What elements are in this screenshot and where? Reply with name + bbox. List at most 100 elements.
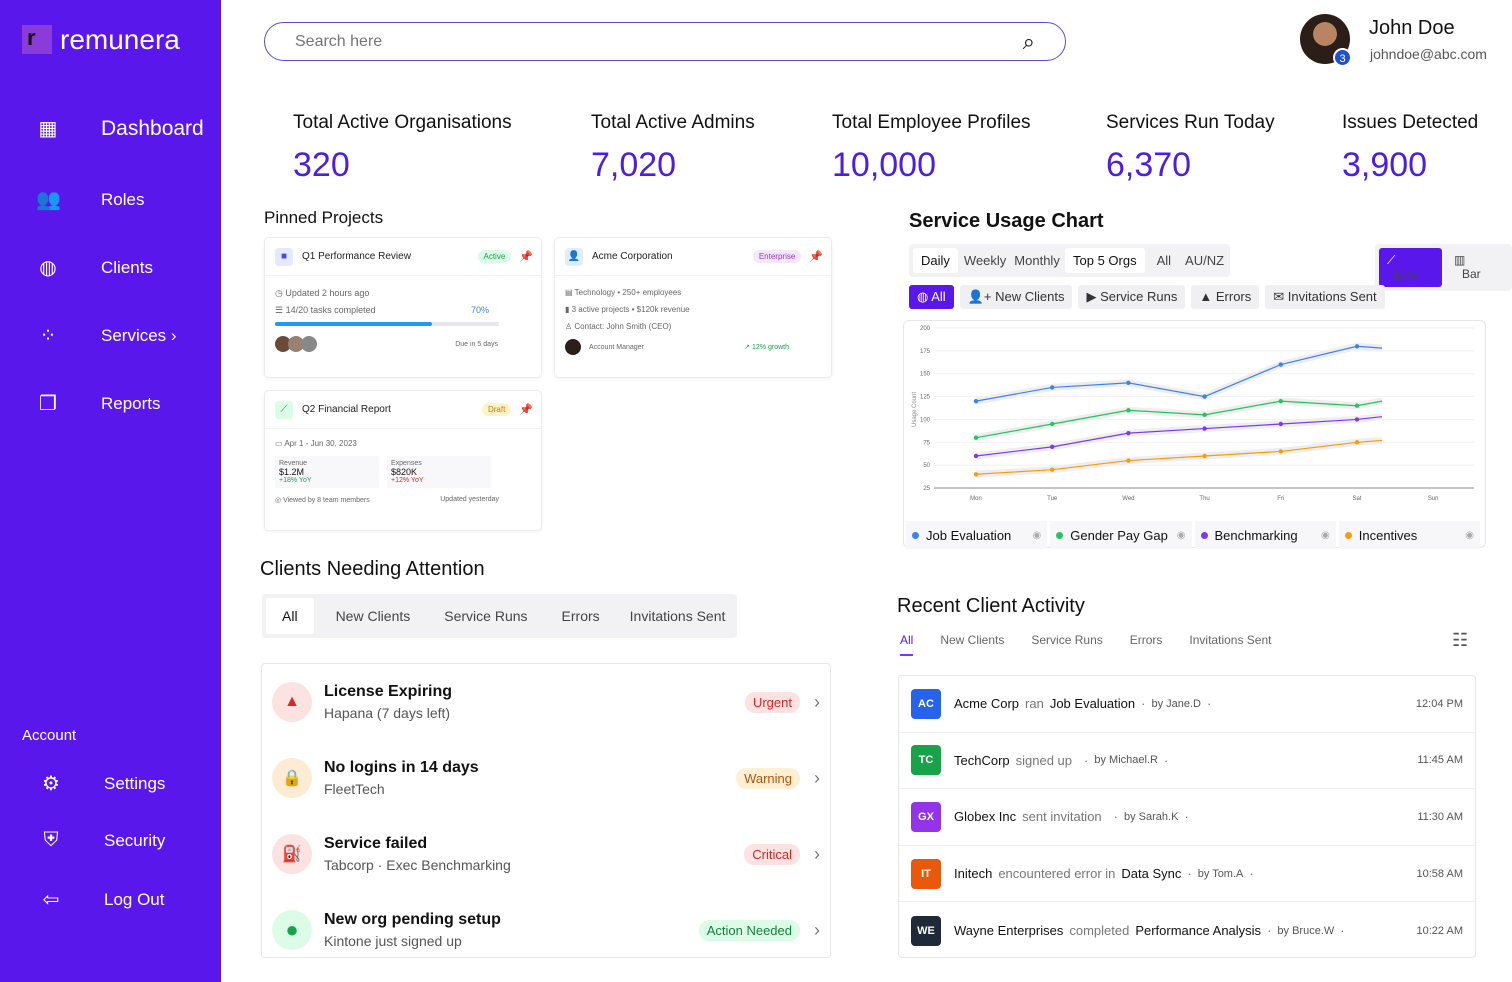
activity-row[interactable]: WE Wayne Enterprises completed Performance… [899, 902, 1475, 959]
legend-item[interactable]: Job Evaluation ◉ [906, 521, 1048, 549]
project-card-q2[interactable]: ⟋ Q2 Financial Report Draft 📌 ▭ Apr 1 - Jun… [264, 390, 542, 531]
item-title: No logins in 14 days [324, 759, 479, 776]
chevron-right-icon[interactable]: › [814, 767, 820, 788]
card-title: Acme Corporation [592, 251, 673, 262]
sidebar-item-label: Security [104, 830, 166, 850]
legend-label: Job Evaluation [926, 527, 1012, 543]
status-badge: Warning [736, 767, 800, 789]
progress-label: 70% [470, 305, 489, 315]
tab-all[interactable]: All [266, 598, 314, 634]
sidebar-item-roles[interactable]: 👥 Roles [36, 187, 144, 212]
pin-icon[interactable]: 📌 [809, 251, 823, 263]
tab-errors[interactable]: Errors [1129, 633, 1163, 647]
legend-item[interactable]: Incentives ◉ [1338, 521, 1480, 549]
filter-sliders-icon[interactable]: ☷ [1452, 630, 1469, 650]
data-point [1126, 458, 1131, 463]
sidebar-item-dashboard[interactable]: ▦ Dashboard [36, 116, 204, 141]
sidebar-item-security[interactable]: ⛨ Security [39, 829, 166, 852]
eye-icon[interactable]: ◉ [1176, 529, 1186, 541]
viewed-text: ◎ Viewed by 8 team members [275, 497, 370, 504]
data-point [1278, 449, 1283, 454]
expenses-box: Expenses $820K +12% YoY [387, 456, 491, 488]
tab-top5[interactable]: Top 5 Orgs [1065, 248, 1145, 273]
org-name[interactable]: Initech [954, 866, 993, 882]
scope-tabs: Top 5 Orgs All AU/NZ [1061, 244, 1231, 277]
data-point [1050, 385, 1055, 390]
activity-row[interactable]: TC TechCorp signed up · by Michael.R · 11:45… [899, 733, 1475, 790]
sidebar-item-logout[interactable]: ⇦ Log Out [39, 887, 165, 912]
eye-icon[interactable]: ◉ [1321, 529, 1330, 541]
activity-by: by Michael.R [1094, 754, 1158, 767]
tab-invitations[interactable]: Invitations Sent [629, 608, 726, 624]
search-bar[interactable]: ⌕ [264, 22, 1066, 61]
project-card-acme[interactable]: 👤 Acme Corporation Enterprise 📌 ▤ Technolog… [554, 237, 832, 378]
attention-item[interactable]: ⛽ Service failed Tabcorp · Exec Benchmarki… [262, 816, 830, 892]
filter-invitations[interactable]: ✉ Invitations Sent [1265, 285, 1385, 309]
revenue-box: Revenue $1.2M +18% YoY [275, 456, 379, 488]
due-text: Due in 5 days [455, 340, 498, 348]
bar-view-button[interactable]: ▥ Bar [1454, 253, 1481, 281]
progress-fill [275, 322, 432, 326]
filter-service-runs[interactable]: ▶ Service Runs [1078, 285, 1186, 309]
tab-daily[interactable]: Daily [913, 248, 958, 273]
tab-new-clients[interactable]: New Clients [335, 608, 411, 624]
attention-item[interactable]: 🔒 No logins in 14 days FleetTech Warning › [262, 740, 830, 816]
y-tick-label: 200 [920, 326, 931, 332]
updated-text: Updated yesterday [440, 496, 499, 503]
stat-value: 7,020 [591, 146, 677, 184]
sidebar-item-label: Dashboard [101, 116, 204, 140]
activity-target: Job Evaluation [1049, 696, 1136, 712]
line-view-button[interactable]: ⟋ Line [1379, 248, 1442, 287]
chevron-right-icon[interactable]: › [814, 691, 820, 712]
pin-icon[interactable]: 📌 [519, 251, 533, 263]
pin-icon[interactable]: 📌 [519, 404, 533, 416]
org-name[interactable]: Acme Corp [954, 696, 1020, 712]
attention-item[interactable]: ● New org pending setup Kintone just signe… [262, 892, 830, 968]
chevron-right-icon[interactable]: › [814, 843, 820, 864]
sidebar-item-label: Clients [101, 257, 153, 277]
search-input[interactable] [295, 32, 895, 51]
tab-monthly[interactable]: Monthly [1014, 253, 1060, 268]
search-icon[interactable]: ⌕ [1022, 28, 1035, 54]
stat-value: 6,370 [1106, 146, 1192, 184]
eye-icon[interactable]: ◉ [1465, 529, 1474, 541]
tab-all[interactable]: All [1156, 253, 1172, 268]
sidebar-item-clients[interactable]: ◍ Clients [36, 255, 153, 280]
lock-icon: 🔒 [272, 758, 312, 798]
sidebar-item-settings[interactable]: ⚙ Settings [39, 771, 165, 796]
tab-all[interactable]: All [900, 633, 914, 656]
sidebar-item-label: Roles [101, 189, 145, 209]
activity-by: by Tom.A [1197, 867, 1244, 880]
filter-errors[interactable]: ▲ Errors [1191, 285, 1260, 309]
eye-icon[interactable]: ◉ [1032, 529, 1042, 541]
tab-service-runs[interactable]: Service Runs [444, 608, 528, 624]
sidebar-item-reports[interactable]: ❐ Reports [36, 391, 161, 416]
project-card-q1[interactable]: ■ Q1 Performance Review Active 📌 ◷ Updated … [264, 237, 542, 378]
org-name[interactable]: Globex Inc [954, 809, 1017, 825]
data-point [1202, 394, 1207, 399]
org-initials: IT [911, 858, 941, 889]
activity-row[interactable]: AC Acme Corp ran Job Evaluation · by Jane.D ·… [899, 676, 1475, 733]
folder-icon: ■ [275, 247, 293, 266]
tab-weekly[interactable]: Weekly [963, 253, 1007, 268]
filter-new-clients[interactable]: 👤+ New Clients [959, 285, 1073, 309]
tab-new-clients[interactable]: New Clients [940, 633, 1005, 647]
tab-service-runs[interactable]: Service Runs [1031, 633, 1103, 647]
sidebar-item-label: Reports [101, 393, 161, 413]
activity-row[interactable]: IT Initech encountered error in Data Sync ·… [899, 846, 1475, 903]
org-name[interactable]: TechCorp [954, 752, 1010, 768]
activity-row[interactable]: GX Globex Inc sent invitation · by Sarah.K ·… [899, 789, 1475, 846]
stat-label: Total Employee Profiles [832, 112, 1031, 133]
tab-errors[interactable]: Errors [561, 608, 600, 624]
legend-item[interactable]: Benchmarking ◉ [1194, 521, 1336, 549]
activity-verb: encountered error in [998, 866, 1116, 882]
sidebar-item-services[interactable]: ⁘ Services › [36, 323, 177, 348]
org-name[interactable]: Wayne Enterprises [954, 923, 1064, 939]
filter-all[interactable]: ◍ All [909, 285, 954, 309]
tab-aunz[interactable]: AU/NZ [1185, 253, 1225, 268]
status-badge: Action Needed [698, 919, 800, 941]
attention-item[interactable]: ▲ License Expiring Hapana (7 days left) Urg… [262, 664, 830, 740]
chevron-right-icon[interactable]: › [814, 919, 820, 940]
tab-invitations[interactable]: Invitations Sent [1189, 633, 1272, 647]
legend-item[interactable]: Gender Pay Gap ◉ [1050, 521, 1192, 549]
